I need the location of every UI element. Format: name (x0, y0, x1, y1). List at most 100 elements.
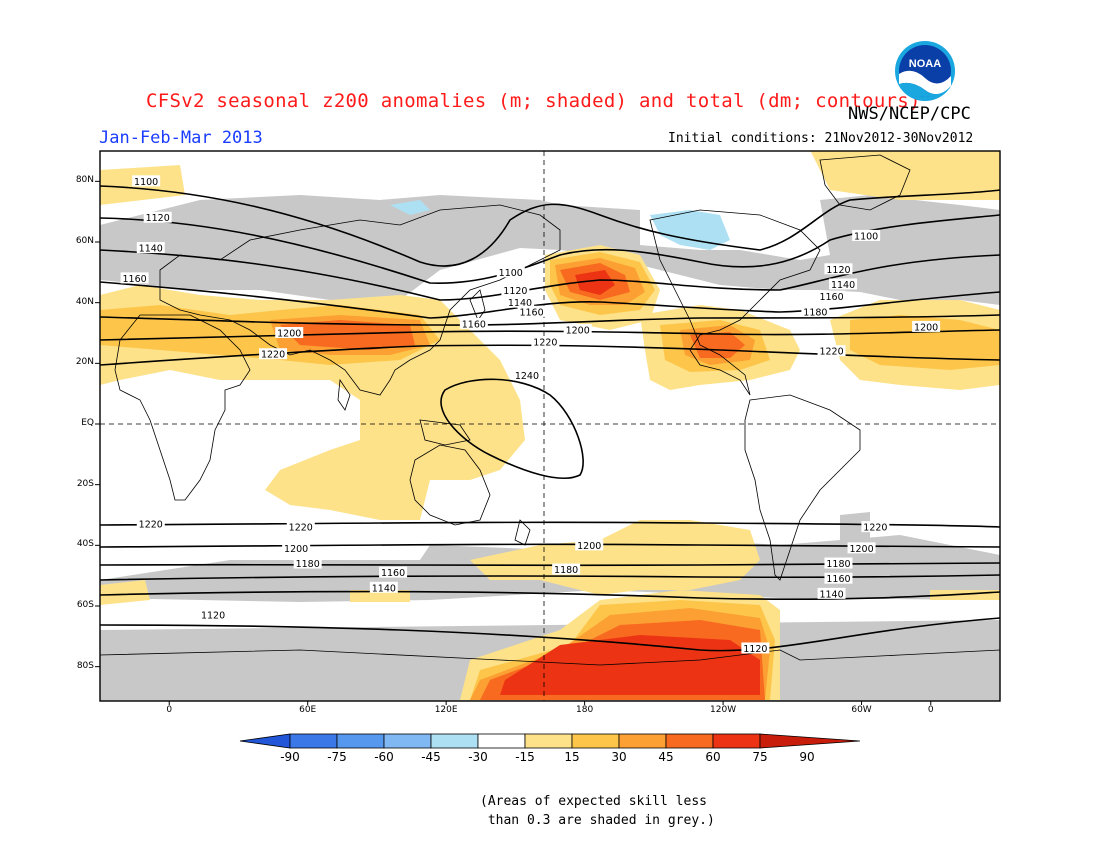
colorbar-swatch (712, 733, 761, 749)
colorbar-swatch (665, 733, 714, 749)
contour-label-text: 1220 (261, 350, 285, 361)
colorbar-swatch (383, 733, 432, 749)
contour-label-text: 1200 (914, 322, 938, 333)
contour-label-text: 1140 (139, 244, 163, 255)
contour-label: 1120 (501, 284, 530, 297)
contour-label: 1220 (861, 521, 890, 534)
contour-label: 1200 (575, 539, 604, 552)
colorbar-label: -75 (327, 750, 347, 764)
contour-label-text: 1200 (577, 541, 601, 552)
contour-label-text: 1120 (201, 611, 225, 622)
greenland-coast (819, 154, 911, 211)
contour-label: 1220 (286, 521, 315, 534)
agency-label: NWS/NCEP/CPC (848, 104, 971, 124)
height-contours (100, 185, 1000, 652)
latitude-label: 60S (76, 600, 94, 610)
contour-label: 1200 (847, 542, 876, 555)
contour-label-text: 1100 (854, 231, 878, 242)
contour-label: 1180 (293, 557, 322, 570)
contour-label: 1140 (506, 296, 534, 309)
contour-label: 1240 (512, 369, 541, 382)
contour-label: 1200 (275, 327, 304, 340)
colorbar-label: -45 (421, 750, 441, 764)
contour-label: 1120 (741, 642, 770, 655)
colorbar-swatch (524, 733, 573, 749)
colorbar-swatch (430, 733, 479, 749)
contour-label-text: 1160 (826, 574, 850, 585)
contour-label: 1200 (912, 320, 941, 333)
africa-coast (114, 314, 251, 501)
latitude-label: 20N (75, 357, 94, 368)
contour-label: 1200 (563, 323, 592, 336)
colorbar-swatch (571, 733, 620, 749)
eurasia-coast (159, 204, 561, 396)
contour-label-text: 1220 (863, 523, 887, 534)
longitude-label: 120W (710, 705, 737, 715)
contour-label: 1180 (824, 557, 853, 570)
colorbar-swatch (239, 733, 291, 749)
latitude-label: 80N (75, 175, 94, 186)
contour-label-text: 1200 (284, 544, 308, 555)
logo-text: NOAA (909, 58, 941, 70)
contour-label: 1140 (817, 587, 846, 600)
colorbar-swatch (289, 733, 338, 749)
contour-label-text: 1100 (499, 268, 523, 279)
colorbar-swatch (477, 733, 526, 749)
contour-label-text: 1140 (372, 583, 396, 594)
contour-label-text: 1120 (503, 286, 527, 297)
negative-anomaly-region (650, 210, 730, 250)
contour-label: 1160 (824, 572, 853, 585)
contour-label: 1220 (531, 336, 560, 349)
colorbar-label: -90 (280, 750, 300, 764)
colorbar-label: 90 (799, 750, 815, 764)
contour-label: 1140 (369, 581, 398, 594)
initial-conditions: Initial conditions: 21Nov2012-30Nov2012 (668, 131, 974, 146)
contour-label-text: 1120 (743, 644, 767, 655)
latitude-label: 80S (76, 660, 94, 671)
contour-label-text: 1220 (289, 523, 313, 534)
map-frame (99, 150, 1001, 702)
contour-label: 1220 (259, 348, 288, 361)
colorbar-swatch (618, 733, 667, 749)
contour-label-text: 1160 (819, 292, 843, 303)
contour-label: 1140 (829, 278, 858, 291)
colorbar-label: 30 (611, 750, 627, 764)
colorbar-label: 45 (658, 750, 674, 764)
contour-label-text: 1160 (381, 568, 405, 579)
contour-label: 1200 (282, 542, 311, 555)
antarctica-coast (100, 649, 1000, 666)
latitude-label: EQ (81, 418, 94, 428)
colorbar-label: 15 (564, 750, 580, 764)
south-america-coast (744, 394, 861, 581)
contour-label: 1120 (143, 211, 172, 224)
contour-label-text: 1160 (519, 307, 543, 318)
contour-label-text: 1120 (146, 213, 170, 224)
contour-label: 1100 (852, 229, 881, 242)
contour-label: 1160 (459, 317, 488, 330)
latitude-label: 60N (75, 236, 94, 246)
contour-label-text: 1140 (508, 298, 532, 309)
contour-label: 1220 (136, 518, 165, 531)
contour-label-text: 1220 (533, 338, 557, 349)
colorbar-label: -30 (468, 750, 488, 764)
colorbar-label: -15 (515, 750, 535, 764)
contour-label-text: 1120 (826, 265, 850, 276)
longitude-label: 0 (166, 705, 173, 715)
contour-label: 1160 (517, 305, 546, 318)
colorbar-label: 75 (752, 750, 768, 764)
contour-label-text: 1180 (803, 307, 827, 318)
north-america-coast (649, 209, 821, 396)
contour-label: 1160 (379, 566, 408, 579)
coastlines (100, 154, 1000, 666)
colorbar-label: -60 (374, 750, 394, 764)
contour-label: 1220 (817, 345, 846, 358)
colorbar-swatch (336, 733, 385, 749)
contour-label-text: 1180 (296, 559, 320, 570)
contour-label-text: 1160 (123, 274, 147, 285)
contour-label-text: 1160 (462, 319, 486, 330)
noaa-logo-icon: NOAA (895, 41, 955, 101)
longitude-label: 180 (576, 705, 594, 715)
contour-label: 1180 (552, 563, 581, 576)
contour-label: 1180 (801, 305, 830, 318)
